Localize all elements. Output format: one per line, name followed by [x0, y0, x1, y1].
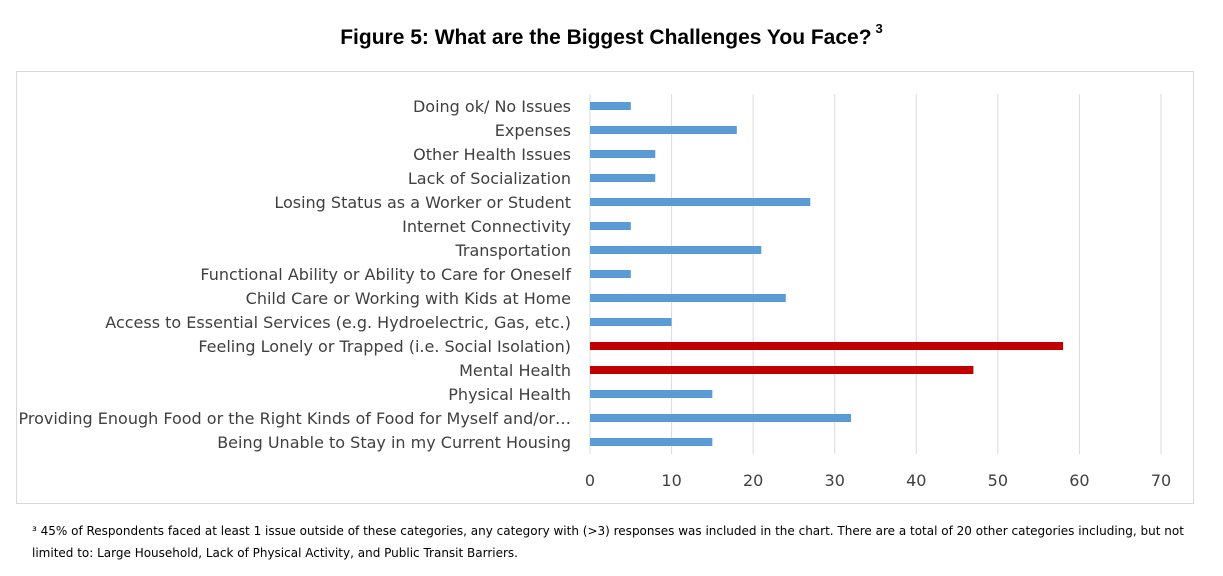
category-label: Access to Essential Services (e.g. Hydro…	[105, 313, 571, 332]
category-label: Being Unable to Stay in my Current Housi…	[217, 433, 571, 452]
category-label: Transportation	[454, 241, 571, 260]
footnote-text: 45% of Respondents faced at least 1 issu…	[32, 524, 1184, 560]
chart-title-text: Figure 5: What are the Biggest Challenge…	[340, 26, 872, 49]
bar	[590, 390, 713, 398]
chart-title: Figure 5: What are the Biggest Challenge…	[0, 21, 1223, 50]
x-tick-label: 70	[1151, 471, 1171, 490]
bar	[590, 246, 762, 254]
x-tick-label: 50	[988, 471, 1008, 490]
category-label: Physical Health	[448, 385, 571, 404]
category-label: Internet Connectivity	[402, 217, 571, 236]
bar	[590, 270, 631, 278]
x-tick-label: 20	[743, 471, 763, 490]
x-tick-label: 60	[1069, 471, 1089, 490]
bar	[590, 174, 656, 182]
bar	[590, 198, 811, 206]
bar	[590, 414, 852, 422]
category-label: Lack of Socialization	[408, 169, 571, 188]
category-label: Functional Ability or Ability to Care fo…	[200, 265, 571, 284]
category-label: Feeling Lonely or Trapped (i.e. Social I…	[198, 337, 571, 356]
bar	[590, 342, 1064, 350]
bar	[590, 126, 737, 134]
x-tick-label: 40	[906, 471, 926, 490]
bar	[590, 294, 786, 302]
x-tick-label: 0	[585, 471, 595, 490]
category-label: Doing ok/ No Issues	[413, 97, 571, 116]
bar	[590, 438, 713, 446]
chart-frame	[16, 71, 1194, 504]
category-label: Mental Health	[459, 361, 571, 380]
category-label: Losing Status as a Worker or Student	[274, 193, 571, 212]
x-tick-label: 10	[661, 471, 681, 490]
bar	[590, 222, 631, 230]
footnote: ³ 45% of Respondents faced at least 1 is…	[32, 520, 1192, 564]
title-footnote-marker: 3	[875, 21, 883, 36]
x-tick-label: 30	[825, 471, 845, 490]
bar	[590, 318, 672, 326]
footnote-marker: ³	[32, 524, 37, 538]
category-label: Other Health Issues	[413, 145, 571, 164]
bar	[590, 366, 974, 374]
category-label: Child Care or Working with Kids at Home	[246, 289, 571, 308]
category-label: Providing Enough Food or the Right Kinds…	[19, 409, 572, 428]
bar	[590, 102, 631, 110]
category-label: Expenses	[495, 121, 571, 140]
bar	[590, 150, 656, 158]
